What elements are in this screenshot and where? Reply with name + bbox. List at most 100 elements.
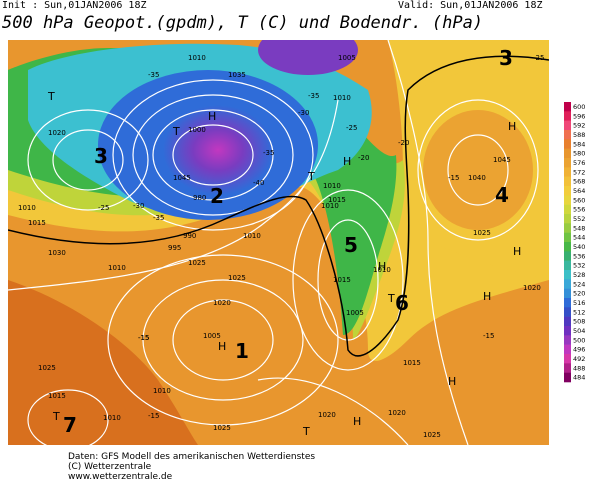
- svg-text:1025: 1025: [38, 364, 56, 372]
- svg-text:H: H: [218, 340, 226, 353]
- svg-text:1025: 1025: [188, 259, 206, 267]
- svg-text:1015: 1015: [48, 392, 66, 400]
- svg-text:1020: 1020: [318, 411, 336, 419]
- region-7: 7: [63, 413, 77, 437]
- header-bar: Init : Sun,01JAN2006 18Z Valid: Sun,01JA…: [0, 0, 593, 40]
- svg-text:1020: 1020: [213, 299, 231, 307]
- colorbar-tick-label: 596: [573, 112, 585, 120]
- isolines: [8, 40, 539, 445]
- colorbar-tick-label: 540: [573, 243, 585, 251]
- region-1: 1: [235, 339, 249, 363]
- svg-text:-15: -15: [138, 334, 149, 342]
- colorbar-tick-label: 584: [573, 140, 585, 148]
- colorbar-tick-label: 572: [573, 168, 585, 176]
- svg-text:1010: 1010: [373, 266, 391, 274]
- colorbar-swatch: [564, 167, 571, 177]
- svg-text:1040: 1040: [468, 174, 486, 182]
- svg-text:-15: -15: [483, 332, 494, 340]
- colorbar-swatch: [564, 176, 571, 187]
- svg-text:H: H: [353, 415, 361, 428]
- footer-line-source: Daten: GFS Modell des amerikanischen Wet…: [68, 452, 316, 462]
- svg-text:1015: 1015: [403, 359, 421, 367]
- colorbar-tick-label: 500: [573, 336, 585, 344]
- colorbar-swatches: [564, 102, 571, 383]
- region-2: 2: [210, 184, 224, 208]
- svg-text:-35: -35: [148, 71, 159, 79]
- svg-text:H: H: [378, 260, 386, 273]
- colorbar-tick-label: 504: [573, 327, 585, 335]
- svg-text:-20: -20: [398, 139, 409, 147]
- colorbar-tick-label: 588: [573, 131, 585, 139]
- front-line: [8, 55, 549, 357]
- svg-text:995: 995: [168, 244, 181, 252]
- colorbar-swatch: [564, 326, 571, 336]
- colorbar-swatch: [564, 139, 571, 149]
- colorbar-tick-label: 492: [573, 355, 585, 363]
- colorbar-swatch: [564, 316, 571, 327]
- svg-text:1020: 1020: [388, 409, 406, 417]
- colorbar-swatch: [564, 270, 571, 280]
- svg-text:H: H: [208, 110, 216, 123]
- colorbar-swatch: [564, 223, 571, 233]
- svg-text:-25: -25: [98, 204, 109, 212]
- colorbar-labels: 6005965925885845805765725685645605565525…: [573, 103, 585, 382]
- colorbar-tick-label: 488: [573, 364, 585, 372]
- svg-text:-35: -35: [263, 149, 274, 157]
- svg-text:1010: 1010: [321, 202, 339, 210]
- svg-text:1010: 1010: [323, 182, 341, 190]
- colorbar-tick-label: 564: [573, 187, 585, 195]
- colorbar-tick-label: 484: [573, 374, 585, 382]
- svg-text:1010: 1010: [153, 387, 171, 395]
- svg-text:1010: 1010: [333, 94, 351, 102]
- colorbar-tick-label: 592: [573, 122, 585, 130]
- svg-text:T: T: [52, 410, 60, 423]
- weather-map-svg: 1 2 3 3 4 5 6 7 H H H H H H H H H T T T …: [8, 40, 549, 445]
- colorbar-tick-label: 552: [573, 215, 585, 223]
- colorbar-tick-label: 600: [573, 103, 585, 111]
- colorbar-tick-label: 532: [573, 262, 585, 270]
- svg-text:T: T: [307, 170, 315, 183]
- colorbar-tick-label: 512: [573, 308, 585, 316]
- colorbar-swatch: [564, 195, 571, 205]
- colorbar-swatch: [564, 335, 571, 345]
- colorbar-tick-label: 496: [573, 346, 585, 354]
- colorbar-swatch: [564, 232, 571, 243]
- svg-text:-25: -25: [346, 124, 357, 132]
- colorbar-swatch: [564, 307, 571, 317]
- svg-text:-35: -35: [153, 214, 164, 222]
- svg-text:1010: 1010: [18, 204, 36, 212]
- svg-text:H: H: [448, 375, 456, 388]
- colorbar-tick-label: 568: [573, 178, 585, 186]
- region-6: 6: [395, 291, 409, 315]
- svg-text:H: H: [343, 155, 351, 168]
- colorbar-swatch: [564, 298, 571, 308]
- svg-text:1015: 1015: [28, 219, 46, 227]
- colorbar-tick-label: 536: [573, 252, 585, 260]
- colorbar-swatch: [564, 158, 571, 168]
- colorbar-swatch: [564, 214, 571, 224]
- isoline-labels: 1005 1020 1025 1010 1025 1010 1035 1000 …: [18, 54, 544, 439]
- colorbar-swatch: [564, 111, 571, 121]
- colorbar-swatch: [564, 354, 571, 364]
- colorbar-swatch: [564, 363, 571, 373]
- svg-text:1015: 1015: [333, 276, 351, 284]
- svg-text:1005: 1005: [338, 54, 356, 62]
- colorbar-tick-label: 556: [573, 206, 585, 214]
- svg-text:1015: 1015: [328, 196, 346, 204]
- colorbar-swatch: [564, 130, 571, 140]
- colorbar-swatch: [564, 204, 571, 215]
- colorbar-tick-label: 548: [573, 224, 585, 232]
- svg-text:1045: 1045: [173, 174, 191, 182]
- colorbar-swatch: [564, 251, 571, 261]
- svg-text:990: 990: [183, 232, 196, 240]
- colorbar-swatch: [564, 260, 571, 271]
- colorbar-tick-label: 544: [573, 234, 585, 242]
- svg-text:-40: -40: [253, 179, 264, 187]
- svg-text:-15: -15: [448, 174, 459, 182]
- colorbar-swatch: [564, 288, 571, 299]
- svg-text:-30: -30: [133, 202, 144, 210]
- svg-text:1025: 1025: [213, 424, 231, 432]
- footer-credits: Daten: GFS Modell des amerikanischen Wet…: [68, 452, 315, 482]
- svg-text:T: T: [172, 125, 180, 138]
- colorbar-tick-label: 524: [573, 280, 585, 288]
